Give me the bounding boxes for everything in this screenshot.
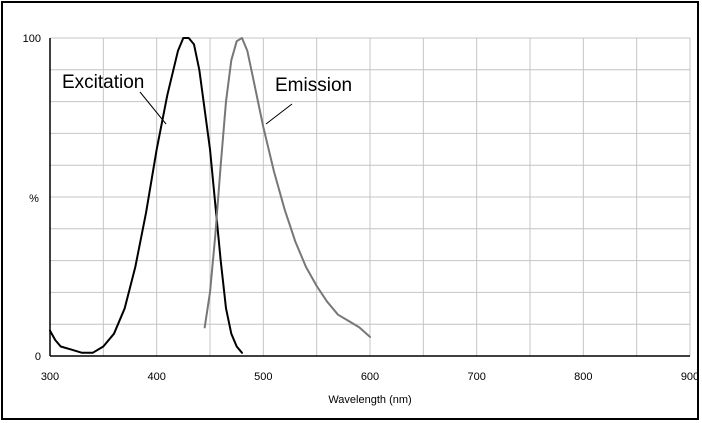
emission-series-line (203, 37, 371, 338)
x-tick-label: 500 (254, 371, 272, 383)
emission-annotation: Emission (275, 75, 352, 96)
y-tick-labels: 0 100 (23, 33, 41, 363)
series-group (49, 37, 371, 354)
x-tick-labels: 300 400 500 600 700 800 900 (41, 371, 699, 383)
y-axis-label: % (29, 193, 39, 205)
x-tick-label: 900 (681, 371, 699, 383)
x-tick-label: 300 (41, 371, 59, 383)
y-tick-label: 100 (23, 33, 41, 45)
x-tick-label: 600 (361, 371, 379, 383)
excitation-leader-line (139, 91, 167, 125)
y-tick-label: 0 (35, 351, 41, 363)
grid-lines (50, 37, 691, 356)
x-tick-label: 800 (574, 371, 592, 383)
x-axis-label: Wavelength (nm) (328, 394, 411, 406)
emission-leader-line (265, 103, 293, 125)
x-tick-label: 400 (147, 371, 165, 383)
x-tick-label: 700 (467, 371, 485, 383)
excitation-annotation: Excitation (62, 72, 144, 93)
excitation-series-line (49, 37, 243, 354)
